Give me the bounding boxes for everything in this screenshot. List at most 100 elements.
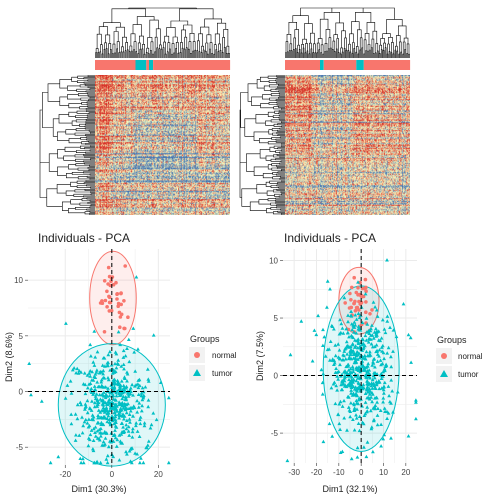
point-tumor	[368, 376, 372, 380]
point-tumor	[389, 364, 394, 369]
point-tumor	[342, 349, 347, 353]
point-tumor	[105, 416, 110, 420]
point-tumor	[83, 391, 88, 396]
point-tumor	[387, 393, 391, 398]
point-tumor	[93, 396, 98, 401]
point-tumor	[110, 400, 114, 404]
point-tumor	[98, 460, 103, 465]
point-tumor	[102, 356, 107, 360]
point-tumor	[140, 403, 144, 408]
point-tumor	[118, 387, 123, 392]
point-tumor	[338, 450, 343, 454]
point-tumor	[373, 371, 378, 375]
point-tumor	[299, 319, 304, 323]
point-tumor	[98, 431, 102, 435]
point-tumor	[322, 335, 327, 339]
point-tumor	[390, 389, 395, 393]
point-tumor	[371, 336, 376, 340]
point-tumor	[321, 372, 326, 376]
point-tumor	[381, 369, 386, 374]
left-pca-reference-lines	[28, 249, 170, 465]
point-normal	[352, 275, 357, 280]
point-tumor	[110, 385, 114, 389]
point-tumor	[101, 422, 106, 427]
point-tumor	[80, 431, 85, 435]
point-tumor	[126, 429, 131, 433]
point-normal	[107, 295, 112, 300]
point-tumor	[327, 421, 332, 426]
point-tumor	[117, 393, 122, 397]
point-tumor	[114, 390, 118, 395]
point-tumor	[367, 392, 372, 396]
point-tumor	[346, 319, 350, 324]
point-tumor	[63, 396, 68, 400]
point-tumor	[138, 460, 142, 465]
point-tumor	[378, 408, 383, 412]
point-tumor	[351, 324, 356, 328]
point-tumor	[112, 386, 116, 390]
point-normal	[363, 277, 368, 282]
point-tumor	[127, 433, 132, 437]
point-tumor	[375, 349, 379, 353]
point-tumor	[126, 424, 131, 429]
point-tumor	[93, 430, 97, 434]
point-tumor	[73, 412, 78, 416]
point-tumor	[95, 399, 100, 403]
point-tumor	[141, 393, 146, 397]
point-tumor	[364, 316, 369, 320]
point-tumor	[382, 327, 387, 331]
point-tumor	[134, 423, 138, 428]
heatmap-matrix	[285, 75, 410, 215]
point-tumor	[325, 305, 329, 309]
x-tick-label: -10	[333, 468, 345, 477]
point-tumor	[110, 418, 115, 423]
point-tumor	[371, 449, 375, 454]
point-normal	[119, 312, 124, 317]
point-tumor	[121, 355, 126, 359]
point-tumor	[95, 350, 100, 354]
point-tumor	[337, 332, 342, 336]
point-tumor	[106, 386, 110, 390]
point-tumor	[92, 374, 97, 379]
point-tumor	[348, 366, 353, 371]
x-tick-label: 0	[110, 470, 115, 479]
point-tumor	[136, 405, 141, 409]
point-tumor	[348, 349, 352, 353]
point-tumor	[88, 342, 93, 347]
point-tumor	[131, 326, 136, 330]
point-tumor	[336, 342, 341, 346]
point-tumor	[117, 458, 122, 462]
point-normal	[349, 305, 354, 310]
left-heatmap-panel	[39, 7, 231, 215]
point-tumor	[75, 366, 80, 371]
y-tick-label: -5	[16, 443, 24, 452]
point-tumor	[113, 414, 118, 419]
point-normal	[115, 297, 119, 301]
point-tumor	[110, 414, 114, 418]
point-tumor	[349, 391, 353, 395]
point-tumor	[339, 387, 344, 392]
point-tumor	[365, 440, 370, 444]
point-tumor	[356, 368, 361, 372]
point-tumor	[328, 339, 333, 343]
annotation-segment-normal	[363, 60, 411, 70]
point-tumor	[90, 369, 94, 374]
point-tumor	[112, 379, 117, 384]
point-tumor	[87, 423, 92, 428]
point-tumor	[121, 406, 126, 410]
point-tumor	[374, 326, 378, 331]
point-tumor	[384, 363, 389, 368]
point-tumor	[337, 421, 342, 426]
point-normal	[361, 294, 366, 299]
point-tumor	[406, 332, 411, 337]
point-tumor	[382, 356, 386, 361]
point-tumor	[125, 406, 129, 411]
point-normal	[358, 301, 363, 306]
point-tumor	[78, 456, 83, 460]
left-pca-points	[27, 264, 171, 465]
point-tumor	[75, 402, 80, 407]
point-tumor	[362, 413, 367, 417]
point-tumor	[106, 375, 110, 380]
point-tumor	[373, 385, 377, 389]
point-tumor	[117, 433, 122, 437]
